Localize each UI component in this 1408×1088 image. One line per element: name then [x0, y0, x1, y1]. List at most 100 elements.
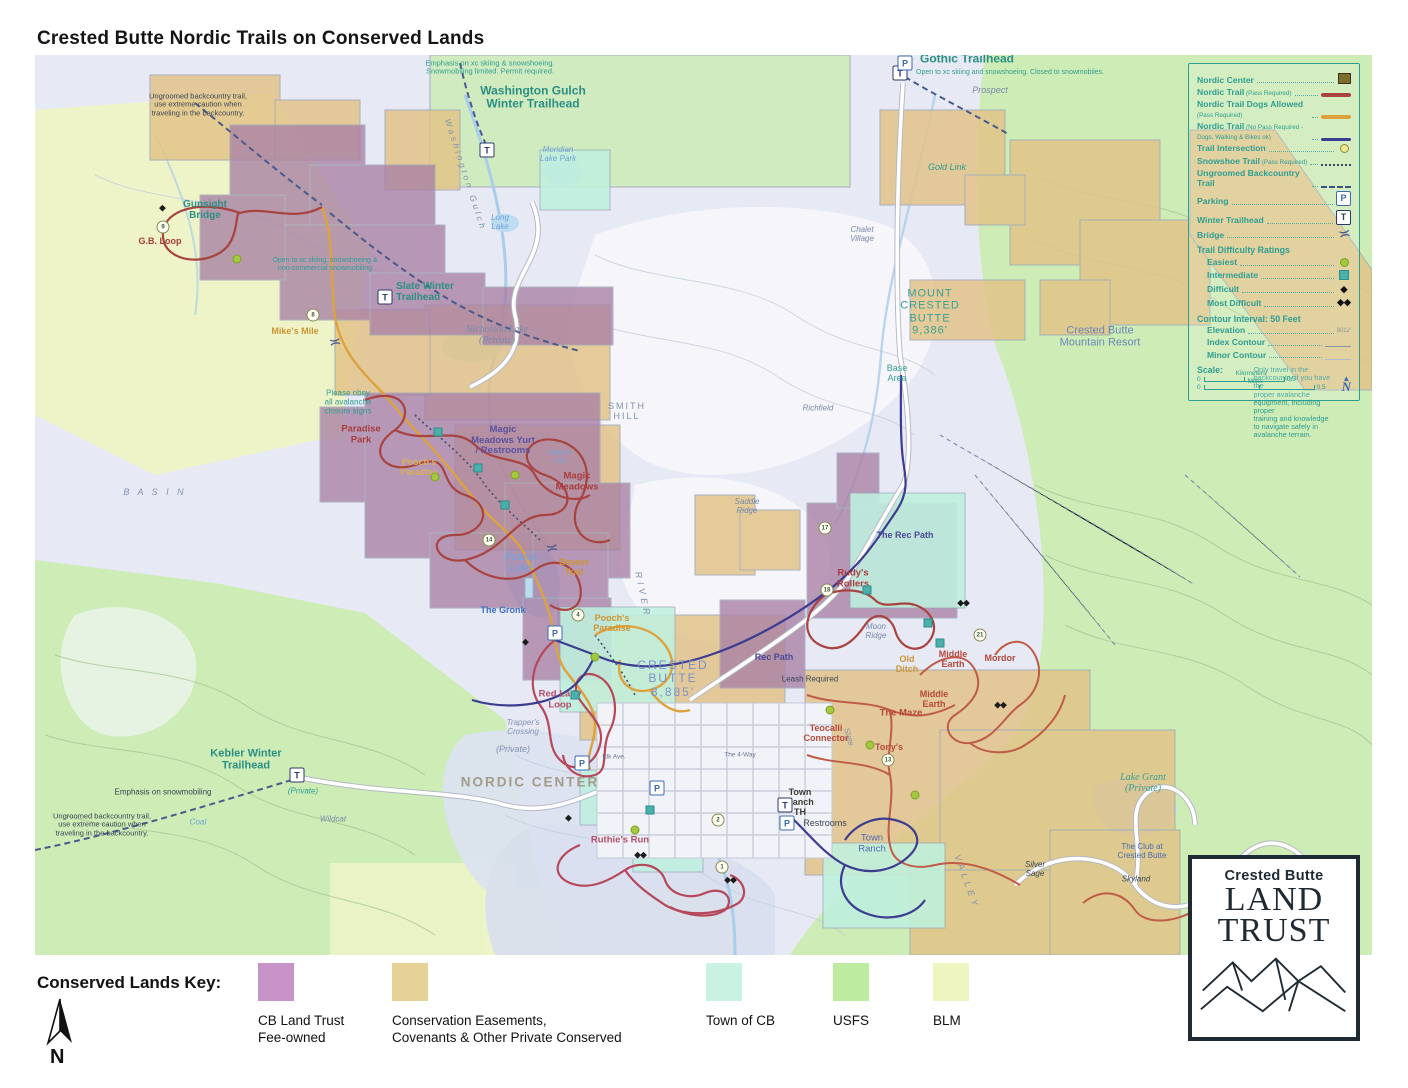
- legend-item-sublabel: (No Pass Required - Dogs, Walking & Bike…: [1197, 124, 1304, 142]
- key-swatch: [833, 963, 869, 1001]
- legend-item-label: Nordic Trail (No Pass Required - Dogs, W…: [1197, 121, 1304, 142]
- scale-bar-line: Miles: [1203, 378, 1315, 391]
- north-arrow: N: [46, 998, 72, 1067]
- legend-items: Nordic Center Nordic Trail (Pass Required…: [1197, 73, 1351, 240]
- trailhead-icon: T: [377, 289, 393, 305]
- map-label: CRESTED BUTTE 8,885': [637, 657, 709, 699]
- legend-leader-line: [1231, 204, 1333, 206]
- intermediate-rating-icon: [923, 618, 933, 628]
- legend-item-label: Snowshoe Trail (Pass Required): [1197, 155, 1308, 166]
- map-label: Lake Grant (Private): [1120, 771, 1166, 794]
- scale-rows: 0 Kilometers 0.5 0 Miles 0.5: [1197, 370, 1338, 392]
- trail-junction-marker: 9: [156, 220, 170, 234]
- scale-tick-label: 0: [1197, 384, 1201, 392]
- map-label: (Private): [287, 786, 319, 796]
- scale-unit-label: Kilometers: [1235, 370, 1267, 378]
- map-label: Restrooms: [803, 817, 847, 828]
- map-label: Please obey all avalanche closure signs: [324, 388, 372, 416]
- elevation-sample-glyph: 9012': [1336, 328, 1352, 335]
- difficulty-diamond-icon-glyph: ◆◆: [1337, 297, 1351, 308]
- intermediate-rating-icon: [645, 805, 655, 815]
- parking-icon: P: [574, 755, 590, 771]
- easiest-rating-icon: [510, 470, 520, 480]
- intermediate-rating-icon-glyph: [1339, 270, 1349, 281]
- key-swatch: [933, 963, 969, 1001]
- scale-bar: 0 Kilometers 0.5: [1197, 370, 1338, 384]
- trailhead-icon: T: [289, 767, 305, 783]
- legend-item: Nordic Trail Dogs Allowed (Pass Required…: [1197, 99, 1351, 120]
- map-label: G.B. Loop: [138, 235, 182, 246]
- trailhead-icon: T: [479, 142, 495, 158]
- map-label: Elk Ave.: [602, 753, 626, 761]
- legend-item-label: Intermediate: [1207, 270, 1259, 281]
- legend-item-sublabel: (Pass Required): [1197, 111, 1243, 119]
- map-labels: Ungroomed backcountry trail, use extreme…: [35, 55, 1372, 955]
- legend-leader-line: [1248, 332, 1334, 334]
- key-label: Conservation Easements, Covenants & Othe…: [392, 1013, 622, 1045]
- map-label: Magic Meadows Yurt / Restrooms: [471, 424, 535, 457]
- key-item: BLM: [933, 963, 969, 1030]
- map-label: Open to xc skiing and snowshoeing. Close…: [916, 69, 1104, 77]
- map-label: VALLEY: [952, 853, 982, 911]
- map-legend: Nordic Center Nordic Trail (Pass Required…: [1188, 63, 1360, 402]
- easiest-rating-icon: [825, 705, 835, 715]
- trail-junction-marker: 8: [306, 308, 320, 322]
- legend-leader-line: [1312, 138, 1318, 140]
- intermediate-rating-icon: [1337, 270, 1351, 281]
- scale-unit-label: Miles: [1247, 378, 1263, 386]
- trail-junction-marker: 4: [571, 608, 585, 622]
- backcountry-trail-icon-glyph: [1321, 185, 1351, 188]
- legend-item: Nordic Trail (No Pass Required - Dogs, W…: [1197, 121, 1351, 142]
- map-label: Kebler Winter Trailhead: [210, 747, 282, 772]
- legend-item: Parking P: [1197, 191, 1351, 207]
- legend-leader-line: [1294, 94, 1318, 96]
- legend-leader-line: [1312, 185, 1318, 187]
- legend-item-label: Trail Intersection: [1197, 143, 1266, 154]
- legend-item-sublabel: (Pass Required): [1260, 158, 1308, 166]
- legend-item: Difficult ◆: [1207, 284, 1351, 295]
- logo-mountains-icon: [1200, 956, 1346, 1012]
- minor-contour-icon: [1325, 358, 1351, 360]
- trail-line-icon-glyph: [1321, 93, 1351, 97]
- legend-item-label: Elevation: [1207, 325, 1246, 336]
- difficulty-diamond-icon: ◆: [1337, 284, 1351, 294]
- legend-leader-line: [1256, 82, 1334, 84]
- key-label: BLM: [933, 1013, 961, 1028]
- legend-item: Most Difficult ◆◆: [1207, 297, 1351, 308]
- trails-middle-earth: [806, 640, 1196, 922]
- map-label: The 4-Way: [724, 751, 756, 759]
- trail-junction-marker: 14: [482, 533, 496, 547]
- scale-tick-label: 0.5: [1286, 376, 1296, 384]
- legend-leader-line: [1268, 151, 1334, 153]
- map-canvas[interactable]: Ungroomed backcountry trail, use extreme…: [35, 55, 1372, 955]
- legend-item-label: Easiest: [1207, 256, 1238, 267]
- map-label: Middle Earth: [919, 688, 949, 709]
- legend-item: Easiest: [1207, 256, 1351, 268]
- map-label: Wildcat: [319, 814, 347, 824]
- easiest-rating-icon: [590, 652, 600, 662]
- trail-junction-marker: 2: [711, 813, 725, 827]
- conserved-lands-key-heading: Conserved Lands Key:: [37, 973, 222, 992]
- map-label: Coal: [189, 817, 207, 827]
- map-label: Old Ditch: [895, 653, 919, 674]
- difficult-rating-icon: ◆: [565, 812, 572, 823]
- backcountry-trail-icon: [1321, 185, 1351, 188]
- easiest-rating-icon: [865, 740, 875, 750]
- map-label: Teocalli Connector: [803, 722, 849, 743]
- nordic-center-icon-glyph: [1337, 73, 1351, 85]
- map-label: Middle Earth: [938, 648, 968, 669]
- bridge-icon: )(: [329, 337, 341, 347]
- parking-icon: P: [649, 780, 665, 796]
- trail-junction-marker: 18: [820, 583, 834, 597]
- map-label: Tony's: [875, 741, 903, 752]
- legend-item-label: Nordic Trail Dogs Allowed (Pass Required…: [1197, 99, 1304, 119]
- map-label: Gunsight Bridge: [183, 198, 227, 221]
- legend-item: Minor Contour: [1207, 350, 1351, 361]
- key-swatch: [706, 963, 742, 1001]
- nordic-center-icon: [1337, 73, 1351, 85]
- map-label: Pooch's Paradise: [593, 612, 631, 633]
- legend-item: Winter Trailhead T: [1197, 209, 1351, 226]
- map-label: The Club at Crested Butte: [1117, 842, 1167, 860]
- map-label: Ruthie's Run: [590, 834, 650, 846]
- legend-item-label: Index Contour: [1207, 337, 1266, 348]
